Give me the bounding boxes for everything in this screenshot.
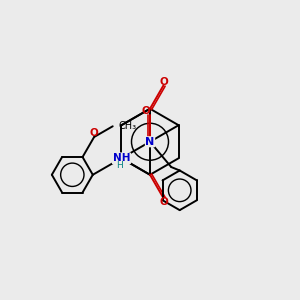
Text: NH: NH [112, 153, 130, 163]
Text: O: O [142, 106, 150, 116]
Text: O: O [90, 128, 98, 138]
Text: H: H [116, 161, 123, 170]
Text: CH₃: CH₃ [119, 121, 137, 131]
Text: O: O [160, 77, 169, 87]
Text: N: N [146, 137, 154, 147]
Text: O: O [160, 196, 169, 206]
